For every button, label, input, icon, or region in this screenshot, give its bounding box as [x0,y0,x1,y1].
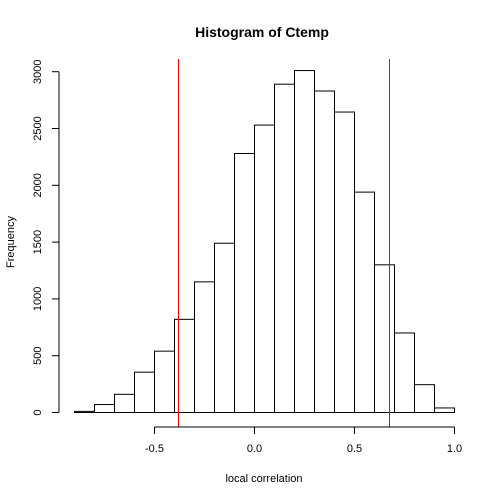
histogram-bar [174,318,195,413]
x-axis-label: local correlation [225,473,302,485]
chart-title: Histogram of Ctemp [195,24,329,40]
histogram-bar [434,407,455,413]
x-tick-label: 0.5 [347,443,362,455]
y-tick-label: 0 [32,409,44,415]
histogram-bar [254,124,275,413]
y-axis: 0 500 1000 1500 2000 2500 3000 [32,59,60,416]
histogram-bar [74,410,95,414]
histogram-bar [134,371,155,413]
histogram-bar [374,264,395,413]
y-tick-label: 3000 [32,59,44,83]
histogram-bar [414,384,435,413]
y-tick-label: 1000 [32,287,44,311]
histogram-bar [114,393,135,414]
reference-lines [178,59,390,427]
histogram-bar [274,83,295,413]
histogram-bar [314,90,335,414]
histogram-bar [94,404,115,414]
histogram-bar [334,111,355,413]
y-tick-label: 500 [32,347,44,365]
histogram-bar [234,152,255,413]
histogram-bar [294,70,315,414]
y-axis-label: Frequency [5,216,17,268]
x-tick-label: 0.0 [247,443,262,455]
histogram-bar [214,242,235,413]
x-tick-label: 1.0 [447,443,462,455]
histogram-bar [154,350,175,414]
x-axis: -0.5 0.0 0.5 1.0 [145,426,462,455]
plot-bars [74,70,455,414]
x-tick-label: -0.5 [145,443,164,455]
y-tick-label: 2000 [32,173,44,197]
histogram-bar [394,332,415,414]
histogram-bar [354,191,375,413]
y-tick-label: 2500 [32,116,44,140]
y-tick-label: 1500 [32,230,44,254]
histogram-bar [194,281,215,413]
